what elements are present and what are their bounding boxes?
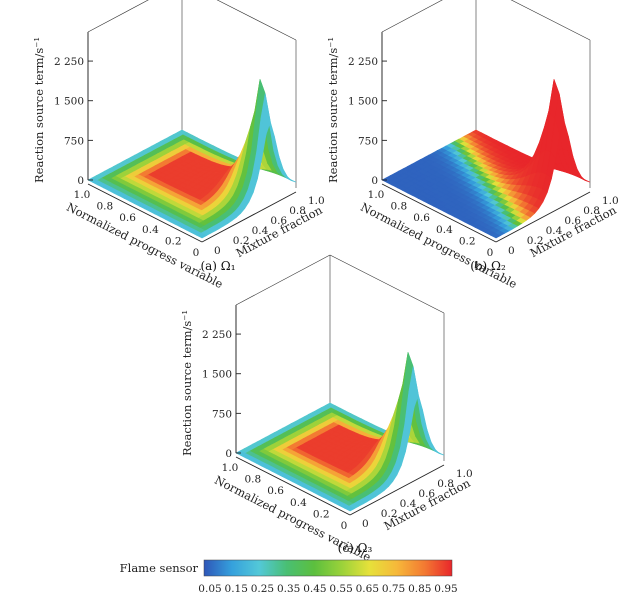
colorbar-tick-label: 0.45 — [303, 583, 326, 595]
x-tick-label: 0.8 — [96, 201, 113, 213]
z-tick-label: 2 250 — [54, 56, 84, 68]
x-tick-label: 0.2 — [165, 235, 182, 247]
y-axis-label: Mixture fraction — [528, 203, 619, 261]
x-tick-label: 0 — [487, 247, 494, 259]
axes-box-edge — [87, 0, 149, 33]
axes-box-edge — [216, 0, 297, 41]
colorbar-tick-label: 0.85 — [408, 583, 431, 595]
y-tick-label: 0.2 — [381, 508, 398, 520]
x-tick-label: 0.6 — [413, 212, 430, 224]
z-tick-label: 1 500 — [54, 96, 84, 108]
surface — [381, 79, 591, 239]
surface-patch — [344, 505, 355, 512]
z-tick-label: 750 — [212, 408, 232, 420]
y-tick-label: 0.4 — [400, 498, 417, 510]
y-tick-label: 0.2 — [527, 235, 544, 247]
colorbar: Flame sensor 0.05 0.15 0.25 0.35 0.45 0.55 0.6… — [120, 559, 458, 595]
y-axis — [495, 191, 591, 243]
x-tick-label: 0 — [341, 520, 348, 532]
z-tick-label: 750 — [358, 135, 378, 147]
colorbar-tick-label: 0.65 — [356, 583, 379, 595]
colorbar-tick-label: 0.05 — [198, 583, 221, 595]
colorbar-tick-label: 0.95 — [434, 583, 457, 595]
axes-box-edge — [381, 0, 443, 33]
y-tick-label: 1.0 — [456, 468, 473, 480]
y-tick-label: 1.0 — [602, 195, 619, 207]
y-tick-label: 0.8 — [583, 205, 600, 217]
y-tick-label: 0.6 — [564, 215, 581, 227]
x-axis — [235, 456, 351, 516]
x-tick-label: 0 — [193, 247, 200, 259]
z-tick-label: 0 — [77, 175, 84, 187]
colorbar-tick-label: 0.35 — [277, 583, 300, 595]
x-tick-label: 0.4 — [436, 224, 453, 236]
z-axis-label: Reaction source term/s⁻¹ — [326, 37, 340, 183]
subplot-title: (c) Ω₃ — [338, 541, 373, 555]
y-axis — [349, 464, 445, 516]
surface-patch — [490, 232, 501, 239]
y-tick-label: 0 — [362, 518, 369, 530]
axes-box-edge — [329, 254, 445, 314]
x-tick-label: 0.4 — [290, 497, 307, 509]
x-tick-label: 0.8 — [244, 474, 261, 486]
colorbar-tick-label: 0.15 — [225, 583, 248, 595]
z-tick-label: 750 — [64, 135, 84, 147]
y-tick-label: 1.0 — [308, 195, 325, 207]
y-tick-label: 0.4 — [546, 225, 563, 237]
subplot-title: (a) Ω₁ — [200, 259, 235, 273]
y-tick-label: 0 — [214, 245, 221, 257]
z-tick-label: 2 250 — [202, 329, 232, 341]
z-axis-label: Reaction source term/s⁻¹ — [180, 310, 194, 456]
x-tick-label: 0.8 — [390, 201, 407, 213]
surface — [235, 352, 445, 512]
x-tick-label: 0.2 — [459, 235, 476, 247]
y-tick-label: 0.6 — [418, 488, 435, 500]
axes-box-edge — [510, 0, 591, 41]
x-tick-label: 0.6 — [267, 485, 284, 497]
x-tick-label: 1.0 — [222, 462, 239, 474]
x-axis — [87, 183, 203, 243]
y-tick-label: 0.4 — [252, 225, 269, 237]
x-tick-label: 0.2 — [313, 508, 330, 520]
y-tick-label: 0.8 — [289, 205, 306, 217]
z-tick-label: 0 — [225, 448, 232, 460]
z-tick-label: 0 — [371, 175, 378, 187]
axes-box-edge — [235, 254, 331, 306]
y-tick-label: 0.2 — [233, 235, 250, 247]
y-axis-label: Mixture fraction — [382, 476, 474, 534]
x-tick-label: 1.0 — [74, 189, 91, 201]
y-axis-label: Mixture fraction — [234, 203, 326, 261]
colorbar-tick-label: 0.55 — [329, 583, 352, 595]
colorbar-tick-label: 0.25 — [251, 583, 274, 595]
x-tick-label: 0.4 — [142, 224, 159, 236]
colorbar-label: Flame sensor — [120, 561, 199, 575]
colorbar-gradient — [203, 559, 453, 577]
y-axis — [201, 191, 297, 243]
z-tick-label: 1 500 — [348, 96, 378, 108]
x-axis — [381, 183, 497, 243]
colorbar-tick-label: 0.75 — [382, 583, 405, 595]
y-tick-label: 0.6 — [270, 215, 287, 227]
y-tick-label: 0 — [508, 245, 515, 257]
subplot-title: (b) Ω₂ — [470, 259, 506, 273]
x-tick-label: 0.6 — [119, 212, 136, 224]
surface — [87, 79, 297, 239]
x-tick-label: 1.0 — [368, 189, 385, 201]
z-tick-label: 1 500 — [202, 369, 232, 381]
z-tick-label: 2 250 — [348, 56, 378, 68]
surface-patch — [196, 232, 207, 239]
z-axis-label: Reaction source term/s⁻¹ — [32, 37, 46, 183]
y-tick-label: 0.8 — [437, 478, 454, 490]
